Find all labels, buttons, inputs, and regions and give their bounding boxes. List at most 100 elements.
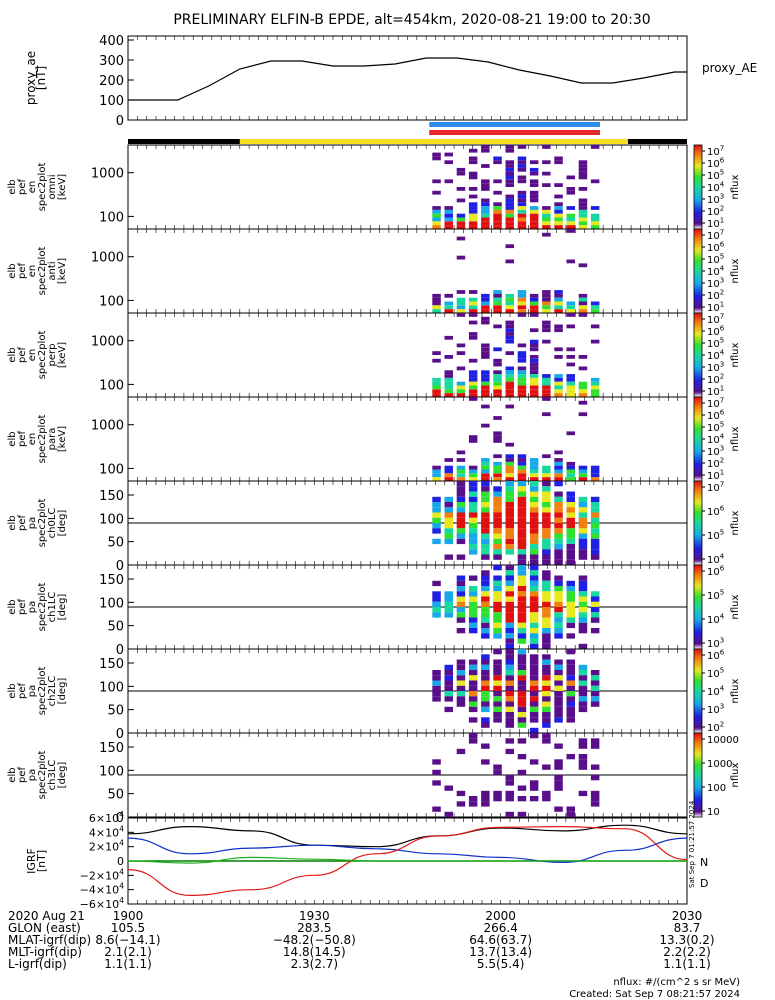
heatmap-cell [517,544,527,550]
colorbar-tick-label: 10 [707,807,720,818]
heatmap-cell [590,477,600,481]
y-axis-label-line: omni [47,175,58,200]
heatmap-cell [554,389,563,394]
heatmap-cell [566,544,575,550]
heatmap-cell [566,528,575,534]
heatmap-cell [432,309,441,313]
heatmap-cell [566,549,575,555]
heatmap-cell [493,601,502,608]
heatmap-cell [529,381,539,386]
heatmap-cell [493,664,502,671]
grf-panel: 6×1044×1042×1040−2×104−4×104−6×104IGRF[n… [25,810,708,911]
heatmap-cell [554,477,563,481]
y-axis-label-line: elb [7,347,18,362]
heatmap-cell [505,491,514,497]
heatmap-cell [529,717,539,723]
colorbar-tick-label: 103 [707,361,724,375]
heatmap-cell [529,374,539,378]
heatmap-cell [493,301,502,306]
heatmap-cell [456,528,466,534]
heatmap-cell [554,559,563,566]
heatmap-cell [542,559,551,566]
heatmap-cell [578,696,588,702]
heatmap-cell [542,320,551,325]
grf-series-line [127,837,688,864]
heatmap-cell [444,517,453,524]
legend-d: D [700,877,708,890]
heatmap-cell [481,570,490,576]
heatmap-cell [517,175,527,180]
heatmap-cell [517,202,527,207]
heatmap-cell [505,596,514,602]
heatmap-cell [590,544,600,550]
heatmap-cell [529,643,539,650]
heatmap-cell [529,538,539,545]
heatmap-cell [493,225,502,229]
heatmap-cell [517,559,527,566]
colorbar-tick-label: 105 [707,169,724,183]
colorbar-label: nflux [730,426,741,451]
heatmap-cell [505,179,514,184]
heatmap-cell [456,533,466,539]
heatmap-cell [542,339,551,344]
heatmap-cell [529,549,539,555]
heatmap-cell [566,754,575,760]
heatmap-cell [456,507,466,513]
heatmap-cell [444,591,453,597]
heatmap-cell [481,633,490,639]
heatmap-cell [481,343,490,348]
heatmap-cell [554,381,563,386]
heatmap-cell [505,366,514,371]
heatmap-cell [432,685,441,692]
heatmap-cell [529,477,539,481]
heatmap-cell [517,377,527,382]
colorbar-tick-label: 106 [707,325,725,339]
heatmap-cell [481,202,490,207]
colorbar-tick-label: 105 [707,421,724,435]
heatmap-cell [481,549,490,555]
heatmap-cell [529,575,539,581]
heatmap-cell [529,301,539,306]
heatmap-cell [493,512,502,518]
heatmap-cell [542,502,551,508]
heatmap-cell [517,570,527,576]
sunlit-bar [239,139,628,144]
bottom-row-value: 1930 [299,909,330,923]
heatmap-cell [481,502,490,508]
heatmap-cell [456,680,466,686]
heatmap-cell [505,473,514,478]
heatmap-cell [481,701,490,707]
heatmap-cell [554,575,563,581]
heatmap-cell [444,496,453,503]
heatmap-cell [493,179,502,184]
heatmap-cell [468,491,478,497]
heatmap-cell [456,491,466,497]
heatmap-cell [542,491,551,497]
heatmap-cell [444,225,453,229]
heatmap-cell [481,183,490,187]
heatmap-cell [493,473,502,478]
heatmap-cell [481,680,490,686]
heatmap-cell [432,512,441,518]
colorbar-tick-label: 100 [707,783,726,794]
heatmap-cell [444,523,453,529]
heatmap-cell [505,654,514,660]
heatmap-cell [529,473,539,478]
heatmap-cell [566,385,575,390]
heatmap-cell [517,225,527,229]
heatmap-cell [444,596,453,602]
y-axis-label-line: en [27,433,38,446]
colorbar-tick-label: 102 [707,373,724,387]
heatmap-cell [566,712,575,718]
heatmap-cell [542,680,551,686]
heatmap-cell [456,297,466,302]
y-tick-label: 100 [99,680,124,695]
heatmap-cell [542,738,551,744]
heatmap-cell [481,355,490,359]
heatmap-cell [493,431,502,436]
heatmap-cell [554,533,563,539]
heatmap-cell [456,481,466,487]
heatmap-cell [566,649,575,655]
heatmap-cell [481,743,490,749]
colorbar-tick-label: 105 [707,529,724,543]
